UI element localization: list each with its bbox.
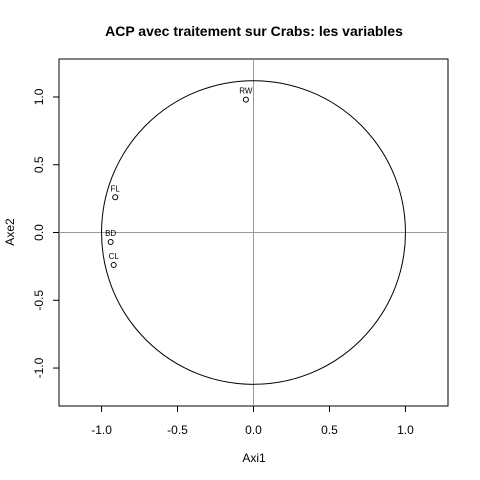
y-axis-label: Axe2 (3, 218, 17, 246)
points-layer: RW FL BD CL (105, 87, 253, 269)
x-tick-label: 0.5 (321, 423, 338, 437)
point-label-bd: BD (105, 229, 116, 238)
point-label-rw: RW (239, 87, 253, 96)
y-tick-label: -1.0 (32, 357, 46, 378)
x-tick-label: -1.0 (91, 423, 112, 437)
correlation-circle-layer (101, 80, 406, 385)
point-label-fl: FL (111, 184, 121, 193)
reference-lines (59, 59, 448, 406)
point-label-cl: CL (109, 252, 120, 261)
y-axis: -1.0 -0.5 0.0 0.5 1.0 (32, 88, 59, 378)
x-axis-label: Axi1 (242, 451, 266, 465)
chart-title: ACP avec traitement sur Crabs: les varia… (105, 23, 403, 39)
x-tick-label: 0.0 (245, 423, 262, 437)
correlation-circle (101, 80, 406, 385)
x-axis: -1.0 -0.5 0.0 0.5 1.0 (91, 406, 414, 437)
x-tick-label: -0.5 (167, 423, 188, 437)
y-tick-label: 0.0 (32, 224, 46, 241)
point-fl (112, 194, 119, 201)
x-tick-label: 1.0 (397, 423, 414, 437)
y-tick-label: 1.0 (32, 88, 46, 105)
point-bd (107, 238, 114, 245)
y-tick-label: -0.5 (32, 290, 46, 311)
y-tick-label: 0.5 (32, 156, 46, 173)
point-rw (242, 96, 249, 103)
point-cl (110, 262, 117, 269)
